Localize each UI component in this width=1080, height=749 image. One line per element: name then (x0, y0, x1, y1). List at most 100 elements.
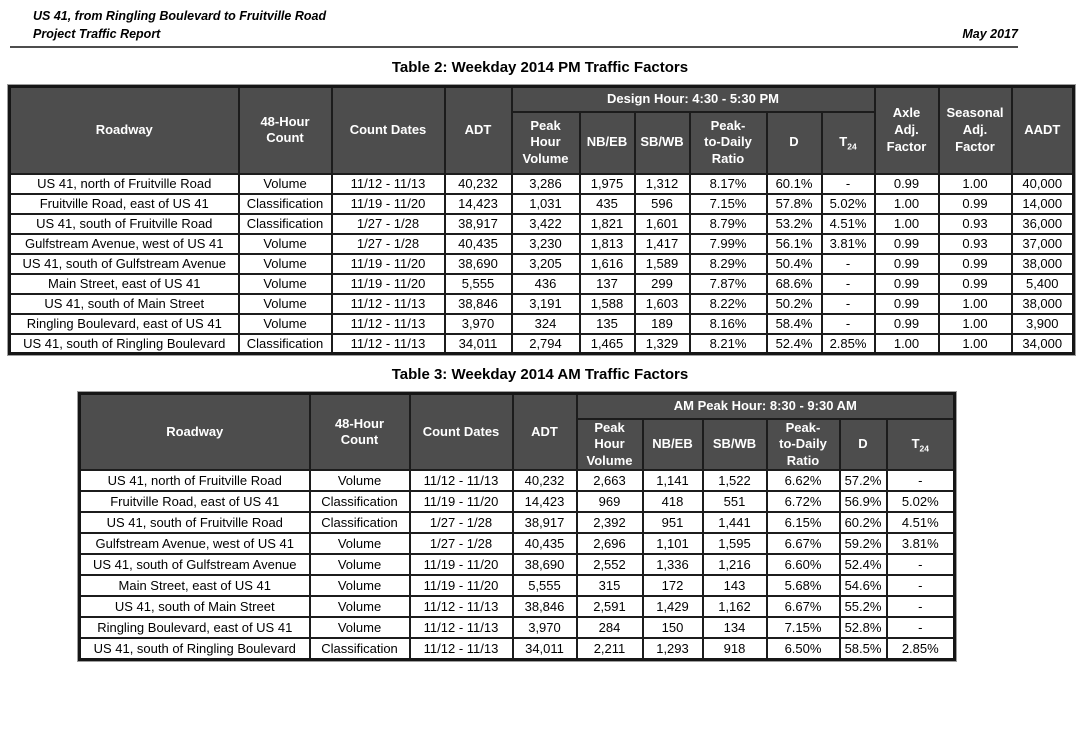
table-cell: 3.81% (820, 232, 876, 255)
table-cell: 38,846 (511, 595, 578, 619)
table-cell: - (820, 252, 876, 275)
table-cell: 1.00 (937, 292, 1013, 315)
table-cell: 189 (633, 312, 691, 335)
table-cell: 40,232 (511, 469, 578, 493)
col-header-d: D (765, 110, 823, 175)
table-cell: 6.15% (765, 511, 841, 535)
col-header-peak-hour-volume: Peak Hour Volume (575, 417, 644, 472)
table-cell: 2.85% (885, 637, 956, 661)
table2-header: Roadway 48-Hour Count Count Dates ADT De… (8, 85, 1075, 175)
table-cell: 436 (510, 272, 581, 295)
table-row: US 41, south of Gulfstream Avenue Volume 1… (78, 553, 956, 577)
cell-roadway: Ringling Boulevard, east of US 41 (8, 312, 240, 335)
table-cell: 38,000 (1010, 292, 1075, 315)
table-cell: 324 (510, 312, 581, 335)
table-cell: 40,232 (443, 172, 513, 195)
cell-roadway: US 41, north of Fruitville Road (78, 469, 311, 493)
table-cell: Volume (237, 272, 333, 295)
table-cell: 1,336 (641, 553, 704, 577)
table2-header-row-1: Roadway 48-Hour Count Count Dates ADT De… (8, 85, 1075, 175)
table-cell: 57.8% (765, 192, 823, 215)
table-cell: 135 (578, 312, 636, 335)
table-cell: 1/27 - 1/28 (330, 232, 446, 255)
table-cell: 40,000 (1010, 172, 1075, 195)
cell-roadway: US 41, south of Main Street (78, 595, 311, 619)
table-cell: 38,917 (511, 511, 578, 535)
table-cell: 1,589 (633, 252, 691, 275)
table-cell: 1,616 (578, 252, 636, 275)
table-cell: 14,000 (1010, 192, 1075, 215)
t24-label: T (839, 134, 848, 150)
table-cell: Volume (308, 553, 411, 577)
table-cell: 2.85% (820, 332, 876, 355)
table-cell: 2,211 (575, 637, 644, 661)
table-cell: 34,011 (443, 332, 513, 355)
table-cell: 37,000 (1010, 232, 1075, 255)
table-cell: - (885, 553, 956, 577)
document-page: US 41, from Ringling Boulevard to Fruitv… (0, 0, 1080, 662)
table-cell: 1,601 (633, 212, 691, 235)
page-header: US 41, from Ringling Boulevard to Fruitv… (0, 0, 1080, 43)
table-cell: 55.2% (838, 595, 888, 619)
table-cell: 0.99 (873, 232, 940, 255)
table-cell: - (885, 574, 956, 598)
report-title-line1: US 41, from Ringling Boulevard to Fruitv… (33, 9, 327, 23)
col-header-nb-eb: NB/EB (641, 417, 704, 472)
table-cell: Volume (308, 532, 411, 556)
table3-header: Roadway 48-Hour Count Count Dates ADT AM… (78, 392, 956, 472)
table-cell: 1.00 (937, 332, 1013, 355)
table-cell: 11/12 - 11/13 (408, 595, 514, 619)
table-cell: 8.79% (688, 212, 768, 235)
table-cell: 5,555 (443, 272, 513, 295)
table-cell: 38,917 (443, 212, 513, 235)
t24-subscript: 24 (919, 443, 929, 454)
table-cell: 1,141 (641, 469, 704, 493)
table-row: US 41, south of Ringling Boulevard Classi… (8, 332, 1075, 355)
table-cell: 1,603 (633, 292, 691, 315)
table-cell: 1,329 (633, 332, 691, 355)
cell-roadway: US 41, south of Gulfstream Avenue (8, 252, 240, 275)
table3-header-row-2: Peak Hour Volume NB/EB SB/WB Peak- to-Da… (80, 417, 956, 472)
table-cell: 8.22% (688, 292, 768, 315)
table-cell: 1,813 (578, 232, 636, 255)
table-cell: 5,400 (1010, 272, 1075, 295)
am-peak-hour-group-header: AM Peak Hour: 8:30 - 9:30 AM (575, 392, 956, 420)
cell-roadway: Gulfstream Avenue, west of US 41 (8, 232, 240, 255)
table2-title: Table 2: Weekday 2014 PM Traffic Factors (391, 59, 689, 76)
table-cell: Volume (308, 574, 411, 598)
t24-label: T (911, 436, 920, 452)
table-cell: 3,900 (1010, 312, 1075, 335)
table-row: US 41, north of Fruitville Road Volume 11/… (78, 469, 956, 493)
table-cell: 1/27 - 1/28 (330, 212, 446, 235)
table-cell: 435 (578, 192, 636, 215)
table-cell: 6.72% (765, 490, 841, 514)
table2-body: US 41, north of Fruitville Road Volume 11/… (8, 172, 1075, 355)
table-cell: Volume (237, 172, 333, 195)
table-cell: 0.99 (937, 272, 1013, 295)
cell-roadway: US 41, south of Ringling Boulevard (78, 637, 311, 661)
table-cell: 134 (701, 616, 768, 640)
table-cell: 1,101 (641, 532, 704, 556)
table-cell: 56.9% (838, 490, 888, 514)
table-cell: 8.29% (688, 252, 768, 275)
table-cell: 8.21% (688, 332, 768, 355)
table-cell: 58.5% (838, 637, 888, 661)
table-cell: 0.99 (873, 272, 940, 295)
table-cell: 14,423 (511, 490, 578, 514)
table-cell: 5.02% (820, 192, 876, 215)
table-row: Main Street, east of US 41 Volume 11/19 - … (78, 574, 956, 598)
table-cell: 11/12 - 11/13 (330, 172, 446, 195)
table-cell: 34,000 (1010, 332, 1075, 355)
table-cell: 2,552 (575, 553, 644, 577)
header-divider (10, 46, 1018, 48)
table-cell: 1,595 (701, 532, 768, 556)
table-row: US 41, south of Fruitville Road Classific… (8, 212, 1075, 235)
cell-roadway: US 41, south of Gulfstream Avenue (78, 553, 311, 577)
table-cell: 3,230 (510, 232, 581, 255)
table-cell: 3,422 (510, 212, 581, 235)
table-cell: 1,465 (578, 332, 636, 355)
table-cell: 299 (633, 272, 691, 295)
table-cell: 6.67% (765, 595, 841, 619)
table-cell: 1.00 (873, 332, 940, 355)
table-cell: 1,821 (578, 212, 636, 235)
